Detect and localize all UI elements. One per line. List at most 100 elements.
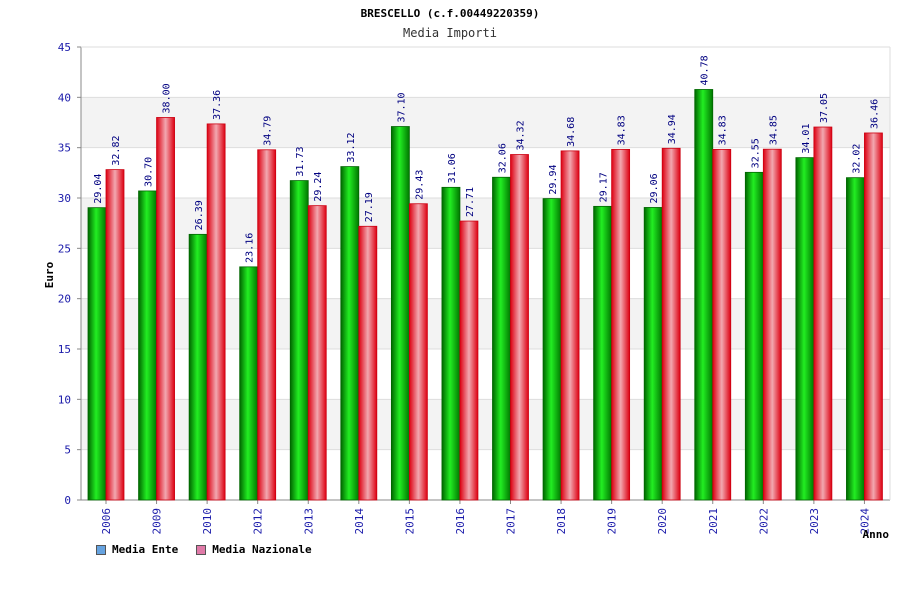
data-label: 32.55: [750, 138, 761, 168]
y-tick-label: 40: [58, 91, 71, 104]
legend-label-media-nazionale: Media Nazionale: [212, 543, 312, 556]
data-label: 30.70: [144, 157, 155, 187]
data-label: 36.46: [869, 99, 880, 129]
bar-media-ente: [239, 266, 259, 501]
data-label: 32.82: [111, 136, 122, 166]
x-tick-label: 2018: [555, 508, 568, 535]
bar-media-ente: [87, 207, 107, 501]
y-tick-label: 0: [64, 494, 71, 507]
x-tick-label: 2020: [656, 508, 669, 535]
bar-media-nazionale: [762, 148, 782, 501]
bar-media-ente: [694, 89, 714, 501]
bar-media-ente: [340, 166, 360, 501]
legend: Media Ente Media Nazionale: [96, 543, 312, 556]
bar-media-ente: [643, 207, 663, 501]
bar-media-nazionale: [560, 150, 580, 501]
bar-media-nazionale: [661, 147, 681, 501]
chart-title: BRESCELLO (c.f.00449220359): [361, 7, 540, 20]
data-label: 27.19: [364, 192, 375, 222]
data-label: 29.04: [93, 174, 104, 204]
bar-media-ente: [846, 177, 865, 501]
data-label: 37.36: [212, 90, 223, 120]
x-tick-label: 2012: [252, 508, 265, 535]
bar-media-nazionale: [459, 220, 479, 501]
data-label: 32.06: [498, 143, 509, 173]
x-tick-label: 2017: [505, 508, 518, 535]
data-label: 34.94: [667, 114, 678, 144]
y-tick-label: 20: [58, 293, 71, 306]
x-tick-label: 2022: [757, 508, 770, 535]
y-tick-label: 10: [58, 393, 71, 406]
data-label: 37.05: [819, 93, 830, 123]
x-tick-label: 2014: [353, 508, 366, 535]
data-label: 38.00: [162, 83, 173, 113]
x-tick-label: 2023: [808, 508, 821, 535]
legend-item-media-nazionale: Media Nazionale: [196, 543, 312, 556]
bar-media-ente: [542, 198, 562, 501]
x-tick-label: 2021: [707, 508, 720, 535]
y-tick-label: 15: [58, 343, 71, 356]
y-tick-label: 35: [58, 142, 71, 155]
data-label: 29.17: [599, 172, 610, 202]
y-tick-label: 45: [58, 41, 71, 54]
bar-media-ente: [795, 157, 815, 501]
x-tick-label: 2016: [454, 508, 467, 535]
x-tick-label: 2019: [606, 508, 619, 535]
bar-media-nazionale: [712, 148, 732, 501]
bar-media-nazionale: [510, 154, 529, 501]
bar-media-nazionale: [307, 205, 327, 501]
bar-media-ente: [593, 205, 613, 501]
bar-media-ente: [390, 126, 410, 501]
x-tick-label: 2024: [858, 508, 871, 535]
data-label: 34.79: [263, 116, 274, 146]
data-label: 31.73: [295, 146, 306, 176]
legend-swatch-media-nazionale: [196, 544, 207, 555]
x-tick-label: 2015: [403, 508, 416, 535]
bar-media-ente: [289, 180, 309, 501]
bar-media-nazionale: [408, 203, 428, 501]
legend-item-media-ente: Media Ente: [96, 543, 178, 556]
data-label: 33.12: [346, 132, 357, 162]
data-label: 29.24: [313, 172, 324, 202]
y-tick-label: 5: [64, 444, 71, 457]
x-axis-label: Anno: [863, 528, 890, 541]
data-label: 34.83: [617, 115, 628, 145]
bar-media-nazionale: [864, 132, 883, 501]
data-label: 29.94: [548, 164, 559, 194]
data-label: 34.68: [566, 117, 577, 147]
bar-media-ente: [492, 176, 511, 501]
y-tick-label: 25: [58, 242, 71, 255]
x-tick-label: 2006: [100, 508, 113, 535]
legend-swatch-media-ente: [96, 544, 106, 555]
bar-media-ente: [441, 186, 461, 501]
data-label: 23.16: [245, 233, 256, 263]
bar-media-nazionale: [105, 169, 125, 501]
data-label: 32.02: [851, 144, 862, 174]
data-label: 40.78: [700, 55, 711, 85]
bar-media-nazionale: [156, 117, 175, 501]
data-label: 29.06: [649, 173, 660, 203]
data-label: 37.10: [396, 92, 407, 122]
bar-media-nazionale: [206, 123, 226, 501]
x-tick-label: 2010: [201, 508, 214, 535]
data-label: 34.32: [516, 120, 527, 150]
data-label: 34.83: [718, 115, 729, 145]
y-tick-label: 30: [58, 192, 71, 205]
data-label: 26.39: [194, 200, 205, 230]
y-axis-label: Euro: [43, 261, 56, 288]
data-label: 29.43: [414, 170, 425, 200]
bar-media-nazionale: [358, 225, 378, 501]
chart-subtitle: Media Importi: [403, 26, 497, 40]
legend-label-media-ente: Media Ente: [112, 543, 179, 556]
data-label: 27.71: [465, 187, 476, 217]
data-label: 34.85: [768, 115, 779, 145]
bar-media-ente: [744, 171, 764, 501]
bar-media-ente: [188, 233, 208, 501]
bar-media-nazionale: [813, 126, 833, 501]
x-tick-label: 2009: [151, 508, 164, 535]
data-label: 31.06: [447, 153, 458, 183]
data-label: 34.01: [801, 124, 812, 154]
bar-media-nazionale: [257, 149, 277, 501]
bar-media-ente: [138, 190, 157, 501]
